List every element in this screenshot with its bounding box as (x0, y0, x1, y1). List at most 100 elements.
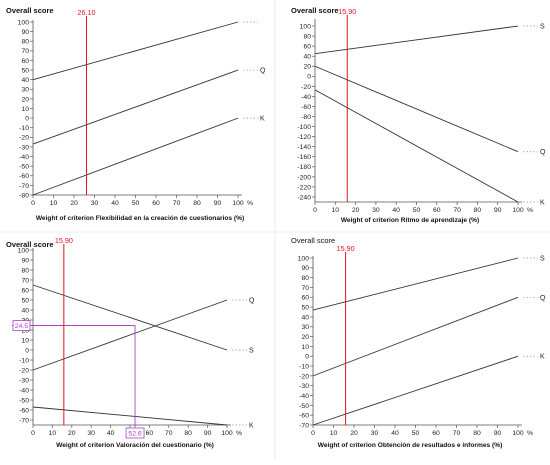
crosshair-y-label: 24.5 (15, 323, 28, 330)
y-tick-label: 80 (21, 267, 29, 274)
y-tick-label: -50 (299, 403, 309, 410)
x-tick-label: 80 (473, 430, 481, 437)
x-tick-label: 100 (221, 430, 233, 437)
y-tick-label: 100 (300, 23, 312, 30)
x-tick-label: 80 (193, 200, 201, 207)
series-label: Q (540, 295, 546, 302)
series-label: K (540, 354, 545, 361)
x-tick-label: 90 (204, 430, 212, 437)
y-tick-label: -20 (19, 135, 29, 142)
y-tick-label: 20 (301, 334, 309, 341)
series-line (32, 117, 239, 196)
y-tick-label: 0 (25, 347, 29, 354)
y-tick-label: 100 (298, 255, 310, 262)
y-tick-label: 40 (303, 54, 311, 61)
y-tick-label: 100 (18, 19, 30, 26)
chart-panel-4: Overall score1009080706050403020100-10-2… (291, 236, 546, 449)
x-tick-label: 60 (433, 207, 441, 214)
x-tick-label: 50 (132, 200, 140, 207)
y-tick-label: 40 (21, 77, 29, 84)
series-line (314, 65, 519, 153)
x-axis-label: Weight of criterion Ritmo de aprendizaje… (341, 217, 479, 224)
y-tick-label: 60 (301, 295, 309, 302)
x-tick-label: 70 (173, 200, 181, 207)
y-tick-label: 10 (21, 337, 29, 344)
series-label: S (249, 348, 254, 355)
y-tick-label: 10 (21, 106, 29, 113)
x-tick-label: 80 (474, 207, 482, 214)
series-label: Q (260, 68, 266, 75)
series-label: S (540, 256, 545, 263)
y-tick-label: 80 (21, 39, 29, 46)
x-tick-label: 30 (371, 430, 379, 437)
series-line (312, 257, 519, 311)
x-tick-label: 70 (453, 430, 461, 437)
y-tick-label: -200 (297, 174, 311, 181)
y-tick-label: 20 (21, 96, 29, 103)
y-tick-label: 50 (21, 67, 29, 74)
x-tick-label: 100 (512, 207, 524, 214)
x-tick-label: 60 (146, 430, 154, 437)
x-unit-label: % (527, 430, 533, 437)
x-tick-label: 40 (392, 207, 400, 214)
y-tick-label: 20 (303, 64, 311, 71)
x-tick-label: 40 (391, 430, 399, 437)
y-tick-label: 60 (21, 287, 29, 294)
series-label: K (260, 116, 265, 123)
y-tick-label: 70 (21, 277, 29, 284)
x-tick-label: 20 (350, 430, 358, 437)
y-tick-label: 80 (301, 275, 309, 282)
x-tick-label: 70 (453, 207, 461, 214)
x-tick-label: 40 (111, 200, 119, 207)
y-tick-label: 10 (301, 344, 309, 351)
y-tick-label: -140 (297, 144, 311, 151)
y-tick-label: 50 (301, 305, 309, 312)
y-tick-label: -120 (297, 134, 311, 141)
chart-panel-3: Overall score1009080706050403020100-10-2… (6, 236, 255, 449)
chart-panel-1: Overall score1009080706050403020100-10-2… (6, 6, 266, 222)
y-tick-label: 40 (301, 314, 309, 321)
series-label: Q (540, 149, 546, 156)
y-tick-label: -160 (297, 154, 311, 161)
y-tick-label: 60 (303, 44, 311, 51)
x-tick-label: 50 (413, 207, 421, 214)
series-line (312, 296, 519, 377)
series-line (314, 25, 519, 55)
x-tick-label: 60 (432, 430, 440, 437)
x-tick-label: 80 (184, 430, 192, 437)
crosshair-x-box (125, 427, 145, 439)
x-tick-label: 30 (91, 200, 99, 207)
series-line (32, 406, 228, 426)
chart-panel-2: Overall score100806040200-20-40-60-80-10… (291, 6, 546, 224)
x-tick-label: 30 (87, 430, 95, 437)
y-tick-label: -40 (299, 393, 309, 400)
y-tick-label: 50 (21, 297, 29, 304)
x-tick-label: 0 (313, 207, 317, 214)
series-line (32, 299, 228, 371)
y-tick-label: 30 (301, 324, 309, 331)
y-tick-label: 80 (303, 33, 311, 40)
y-tick-label: 90 (21, 29, 29, 36)
series-label: K (540, 200, 545, 207)
x-tick-label: 20 (70, 200, 78, 207)
y-tick-label: -40 (19, 154, 29, 161)
marker-label: 15.90 (338, 7, 356, 16)
y-tick-label: 0 (25, 116, 29, 123)
y-tick-label: -70 (19, 417, 29, 424)
y-tick-label: 40 (21, 307, 29, 314)
chart-title: Overall score (6, 6, 54, 15)
x-tick-label: 40 (107, 430, 115, 437)
x-tick-label: 10 (330, 430, 338, 437)
series-label: S (540, 24, 545, 31)
y-tick-label: -50 (19, 397, 29, 404)
y-tick-label: -10 (19, 125, 29, 132)
x-tick-label: 90 (494, 430, 502, 437)
y-tick-label: 0 (307, 74, 311, 81)
y-tick-label: -100 (297, 124, 311, 131)
x-axis-label: Weight of criterion Valoración del cuest… (56, 442, 214, 449)
x-tick-label: 0 (31, 200, 35, 207)
y-tick-label: -80 (301, 114, 311, 121)
series-line (32, 284, 228, 351)
series-line (32, 69, 239, 145)
series-line (32, 21, 239, 81)
